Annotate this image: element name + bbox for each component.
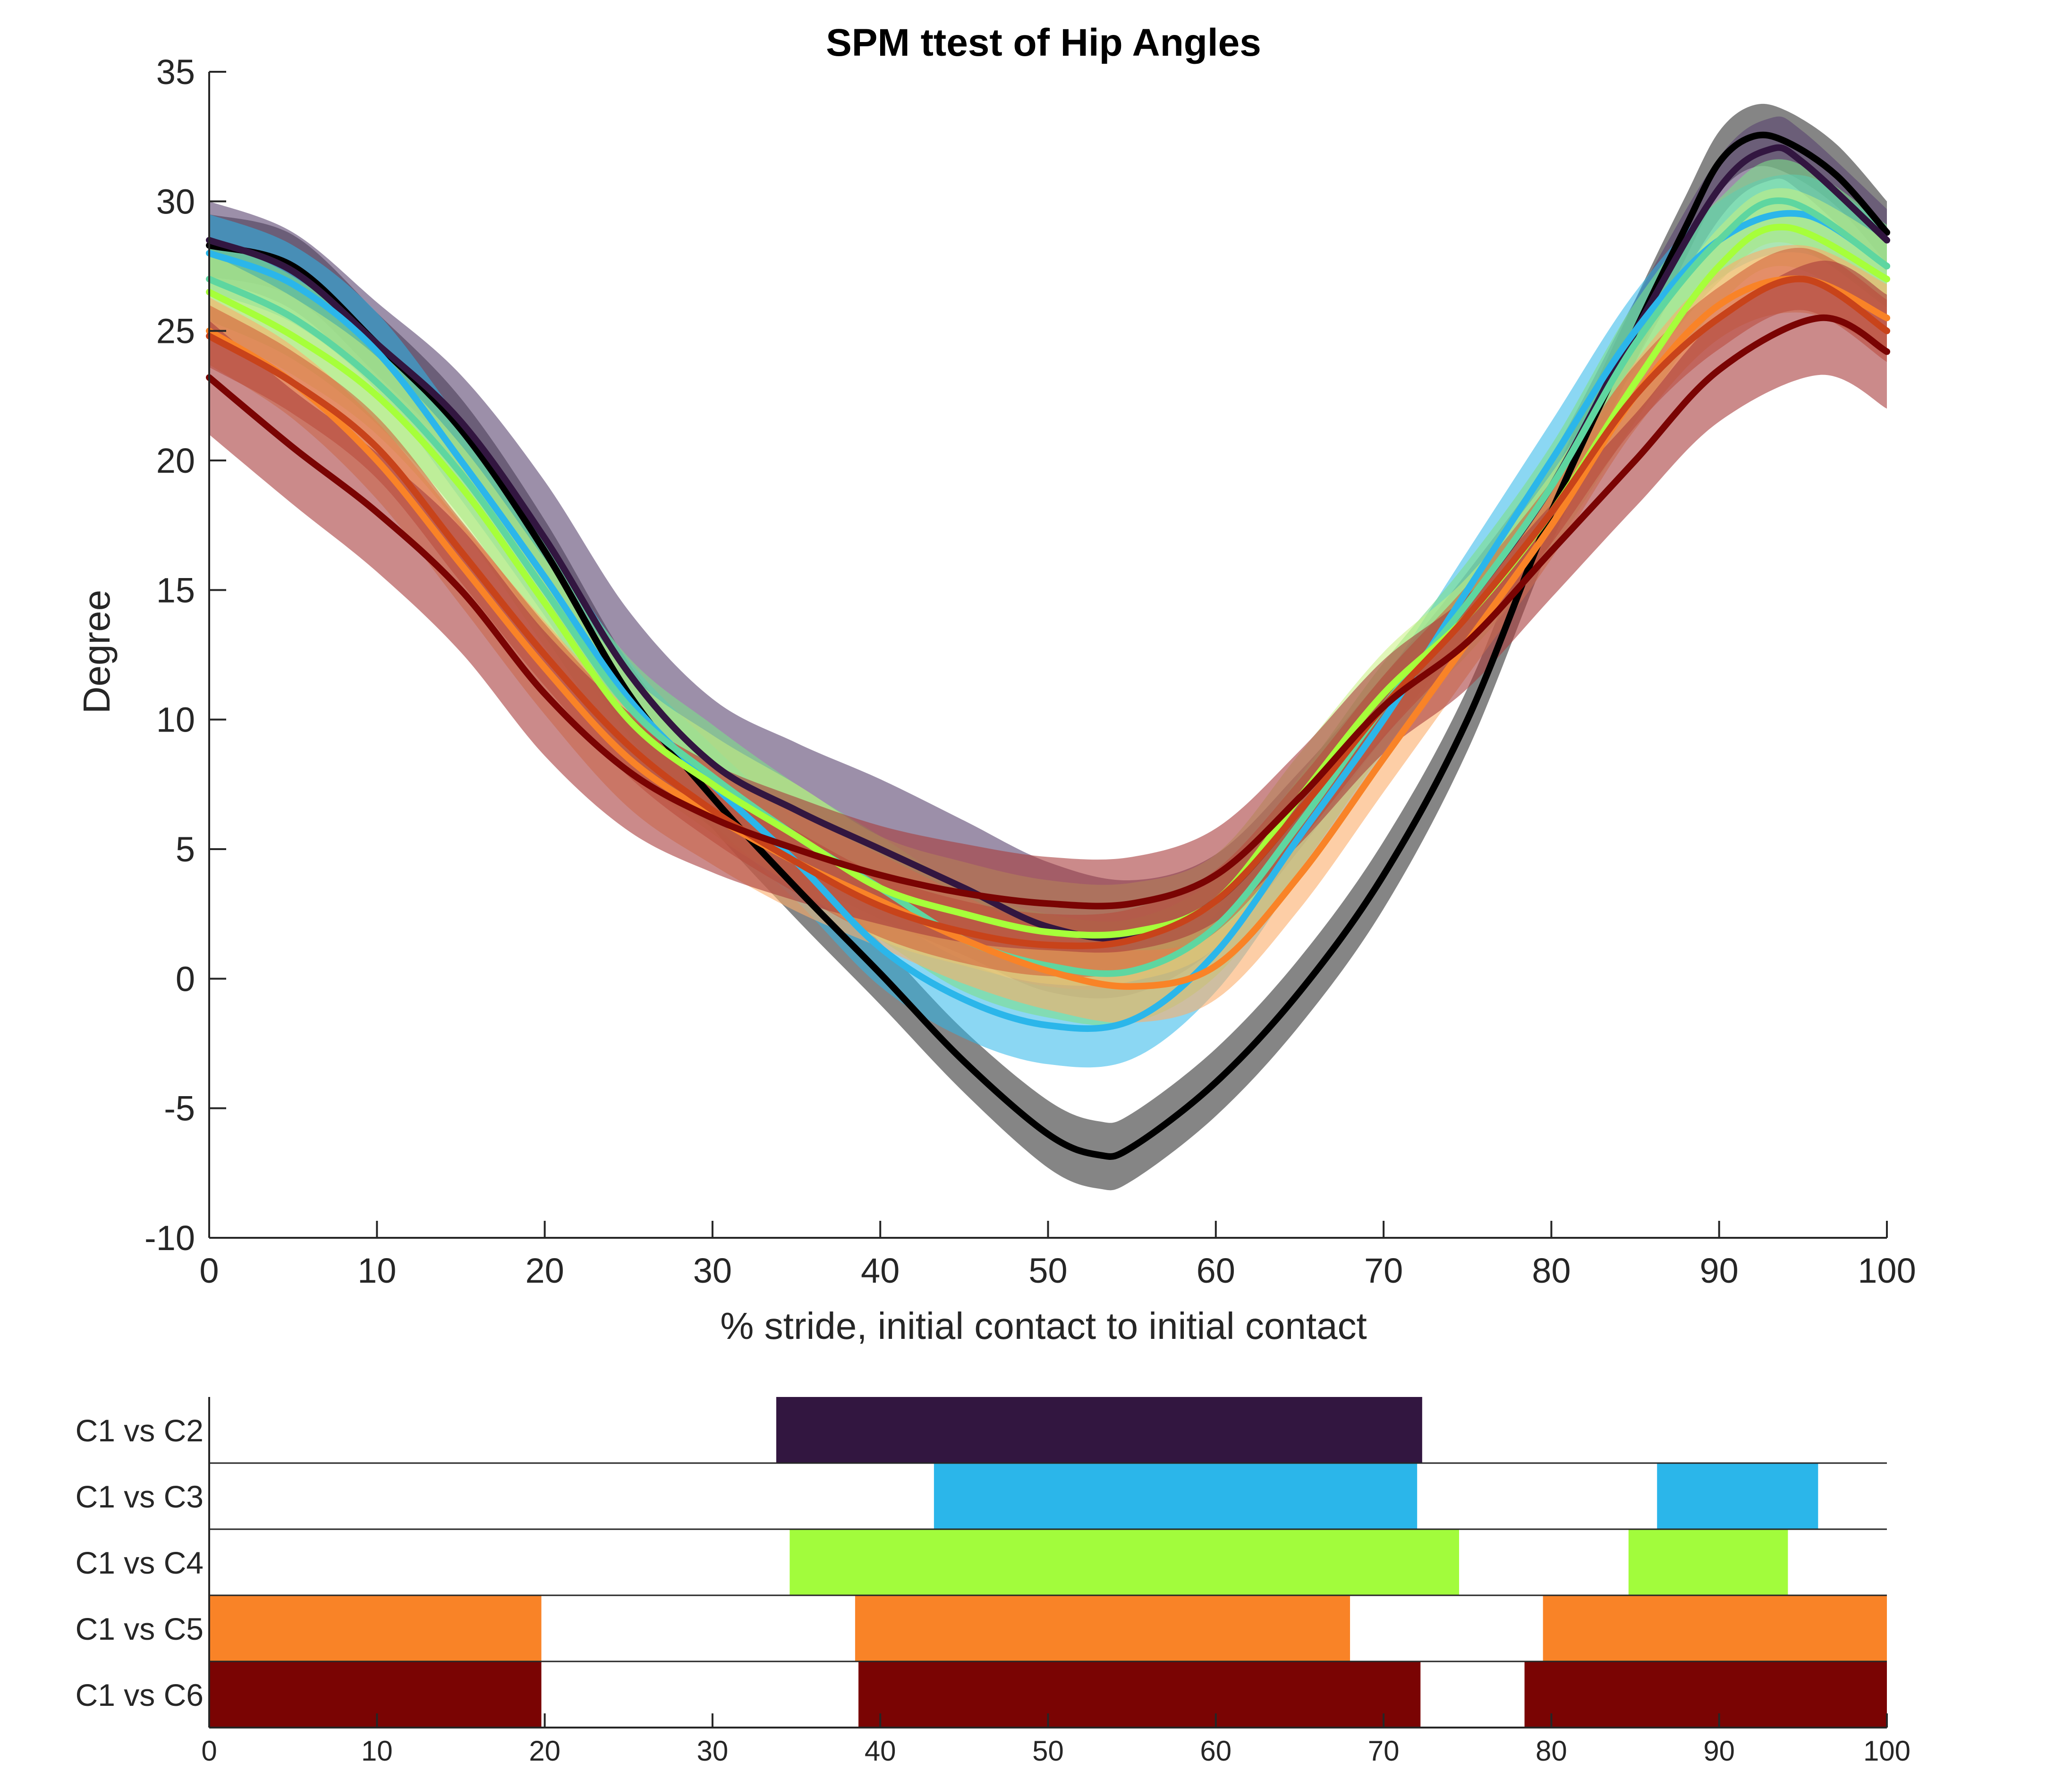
y-tick-label: 35 bbox=[156, 52, 195, 92]
y-tick-label: 20 bbox=[156, 441, 195, 480]
sig-bar-row-5-seg-1 bbox=[209, 1661, 542, 1728]
y-tick-label: -10 bbox=[144, 1218, 195, 1258]
sig-row-label: C1 vs C2 bbox=[76, 1413, 204, 1448]
line-series-4 bbox=[206, 197, 1890, 977]
y-tick-label: 15 bbox=[156, 570, 195, 610]
sig-row-label: C1 vs C5 bbox=[76, 1611, 204, 1646]
significance-bars bbox=[209, 1397, 1887, 1728]
y-tick-label: 5 bbox=[176, 830, 195, 869]
significance-chart: C1 vs C2 C1 vs C3 C1 vs C4 C1 vs C5 C1 vs C6… bbox=[76, 1397, 1911, 1767]
sig-row-label: C1 vs C3 bbox=[76, 1479, 204, 1514]
sig-x-tick-label: 20 bbox=[529, 1735, 560, 1767]
y-tick-label: 0 bbox=[176, 959, 195, 998]
x-tick-label: 40 bbox=[861, 1251, 900, 1290]
line-series-3 bbox=[206, 210, 1890, 1032]
x-tick-label: 100 bbox=[1858, 1251, 1916, 1290]
y-tick-label: 25 bbox=[156, 312, 195, 351]
sig-bar-row-1-seg-1 bbox=[776, 1397, 1422, 1463]
band-series-8 bbox=[209, 260, 1887, 953]
chart-title: SPM ttest of Hip Angles bbox=[826, 21, 1261, 64]
sig-bar-row-5-seg-2 bbox=[858, 1661, 1421, 1728]
x-tick-label: 0 bbox=[199, 1251, 219, 1290]
significance-axes: C1 vs C2 C1 vs C3 C1 vs C4 C1 vs C5 C1 vs C6… bbox=[76, 1397, 1911, 1767]
line-series-1 bbox=[206, 131, 1890, 1160]
sig-row-label: C1 vs C6 bbox=[76, 1677, 204, 1712]
y-tick-label: 10 bbox=[156, 700, 195, 740]
sig-x-tick-label: 60 bbox=[1200, 1735, 1231, 1767]
sig-x-tick-label: 40 bbox=[865, 1735, 896, 1767]
x-tick-label: 50 bbox=[1028, 1251, 1067, 1290]
sig-bar-row-3-seg-1 bbox=[790, 1529, 1459, 1595]
x-tick-label: 70 bbox=[1364, 1251, 1403, 1290]
sig-x-tick-label: 70 bbox=[1368, 1735, 1400, 1767]
sig-x-tick-label: 100 bbox=[1863, 1735, 1911, 1767]
sig-x-tick-label: 90 bbox=[1703, 1735, 1735, 1767]
sig-bar-row-5-seg-3 bbox=[1524, 1661, 1887, 1728]
hip-angle-chart: SPM ttest of Hip Angles 0 10 20 30 40 50 60 70 8… bbox=[76, 21, 1916, 1347]
y-tick-label: -5 bbox=[164, 1089, 195, 1128]
sig-bar-row-2-seg-1 bbox=[934, 1463, 1418, 1529]
x-tick-label: 20 bbox=[525, 1251, 564, 1290]
line-series-8 bbox=[206, 314, 1890, 910]
sig-bar-row-4-seg-3 bbox=[1543, 1595, 1887, 1661]
x-tick-label: 60 bbox=[1197, 1251, 1235, 1290]
sig-bar-row-4-seg-1 bbox=[209, 1595, 542, 1661]
x-tick-label: 30 bbox=[693, 1251, 732, 1290]
x-tick-label: 10 bbox=[357, 1251, 396, 1290]
sig-x-tick-label: 0 bbox=[201, 1735, 217, 1767]
line-series-7 bbox=[206, 275, 1890, 949]
line-series-5 bbox=[206, 223, 1890, 939]
sig-x-tick-label: 30 bbox=[697, 1735, 729, 1767]
sig-bar-row-2-seg-2 bbox=[1657, 1463, 1818, 1529]
x-tick-label: 90 bbox=[1700, 1251, 1739, 1290]
sig-bar-row-3-seg-2 bbox=[1628, 1529, 1788, 1595]
sig-x-tick-label: 80 bbox=[1536, 1735, 1567, 1767]
sig-bar-row-4-seg-2 bbox=[855, 1595, 1350, 1661]
mean-lines bbox=[206, 131, 1890, 1160]
sig-x-tick-label: 10 bbox=[361, 1735, 393, 1767]
x-tick-label: 80 bbox=[1532, 1251, 1571, 1290]
y-tick-label: 30 bbox=[156, 182, 195, 221]
y-axis-label: Degree bbox=[76, 590, 118, 714]
main-axes: 0 10 20 30 40 50 60 70 80 90 100 -10 -5 0 5 10 15 20 25 30 3… bbox=[144, 52, 1916, 1290]
sig-x-tick-label: 50 bbox=[1032, 1735, 1064, 1767]
sig-row-label: C1 vs C4 bbox=[76, 1545, 204, 1580]
x-axis-label: % stride, initial contact to initial con… bbox=[720, 1305, 1367, 1347]
